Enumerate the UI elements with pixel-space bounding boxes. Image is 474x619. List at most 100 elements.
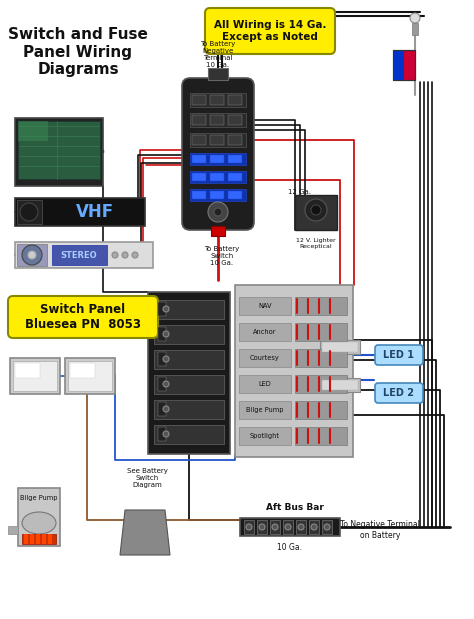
Circle shape (246, 524, 252, 530)
Bar (295, 297, 347, 315)
Bar (322, 520, 332, 534)
Bar (239, 349, 291, 367)
Bar (393, 50, 415, 80)
Bar (190, 113, 246, 127)
Bar (190, 153, 246, 165)
Text: NAV: NAV (258, 303, 272, 309)
Circle shape (163, 431, 169, 437)
Bar (210, 155, 224, 163)
Circle shape (132, 252, 138, 258)
Text: Aft Bus Bar: Aft Bus Bar (266, 503, 324, 512)
Bar (270, 520, 280, 534)
Bar (190, 93, 246, 107)
Text: Courtesy: Courtesy (250, 355, 280, 361)
Bar (154, 425, 224, 444)
Circle shape (324, 524, 330, 530)
Text: LED 1: LED 1 (383, 350, 414, 360)
Bar (192, 135, 206, 145)
Bar (228, 191, 242, 199)
Bar (239, 427, 291, 445)
Bar (18, 121, 100, 179)
Circle shape (311, 205, 321, 215)
Bar (42, 534, 46, 544)
Circle shape (311, 524, 317, 530)
Bar (18, 488, 60, 546)
Bar (228, 135, 242, 145)
Bar (320, 340, 360, 354)
Polygon shape (120, 510, 170, 555)
Bar (158, 402, 166, 416)
Circle shape (208, 202, 228, 222)
Text: All Wiring is 14 Ga.
Except as Noted: All Wiring is 14 Ga. Except as Noted (214, 20, 326, 42)
Bar (393, 50, 415, 80)
Bar (210, 191, 224, 199)
Bar (148, 292, 230, 454)
Text: 12 Ga.: 12 Ga. (289, 189, 311, 195)
Bar (192, 115, 206, 125)
Bar (192, 191, 206, 199)
Text: STEREO: STEREO (61, 251, 97, 259)
Bar (68, 361, 112, 391)
Bar (154, 300, 224, 319)
Text: To Battery
Negative
Terminal
10 Ga.: To Battery Negative Terminal 10 Ga. (201, 41, 236, 68)
Bar (15, 198, 145, 226)
Text: 12 V. Lighter
Receptical: 12 V. Lighter Receptical (296, 238, 336, 249)
Circle shape (22, 245, 42, 265)
Bar (13, 361, 57, 391)
Bar (190, 189, 246, 201)
Bar (154, 400, 224, 419)
FancyBboxPatch shape (8, 296, 158, 338)
Text: Anchor: Anchor (253, 329, 277, 335)
Circle shape (259, 524, 265, 530)
Circle shape (298, 524, 304, 530)
Bar (210, 95, 224, 105)
Bar (15, 363, 40, 378)
Bar (30, 534, 34, 544)
Bar (10, 358, 60, 394)
Bar (239, 375, 291, 393)
Circle shape (272, 524, 278, 530)
Bar (393, 50, 404, 80)
Bar (295, 323, 347, 341)
Circle shape (305, 199, 327, 221)
Bar (295, 349, 347, 367)
Bar (295, 375, 347, 393)
Bar (65, 358, 115, 394)
Bar (244, 520, 254, 534)
Bar (48, 534, 52, 544)
Bar (322, 342, 358, 352)
Bar (239, 401, 291, 419)
Circle shape (163, 331, 169, 337)
Text: To Negative Terminal
on Battery: To Negative Terminal on Battery (340, 521, 420, 540)
Bar (158, 352, 166, 366)
Ellipse shape (22, 512, 56, 534)
Bar (18, 121, 48, 141)
Bar (52, 245, 107, 265)
FancyBboxPatch shape (375, 383, 423, 403)
Circle shape (163, 356, 169, 362)
Bar (17, 200, 42, 224)
Bar (190, 171, 246, 183)
Bar (235, 285, 353, 457)
Bar (295, 427, 347, 445)
Circle shape (28, 251, 36, 259)
Bar (190, 133, 246, 147)
Text: LED 2: LED 2 (383, 388, 414, 398)
Bar (154, 325, 224, 344)
Bar (192, 95, 206, 105)
Bar (24, 534, 28, 544)
Bar (211, 226, 225, 236)
Bar (239, 323, 291, 341)
Bar (295, 195, 337, 230)
Bar (296, 520, 306, 534)
Circle shape (122, 252, 128, 258)
Circle shape (20, 203, 38, 221)
Bar (322, 380, 358, 390)
Bar (158, 327, 166, 341)
Text: To Battery
Switch
10 Ga.: To Battery Switch 10 Ga. (204, 246, 240, 266)
Circle shape (285, 524, 291, 530)
FancyBboxPatch shape (205, 8, 335, 54)
Bar (15, 242, 153, 268)
Bar (240, 518, 340, 536)
Bar (320, 378, 360, 392)
